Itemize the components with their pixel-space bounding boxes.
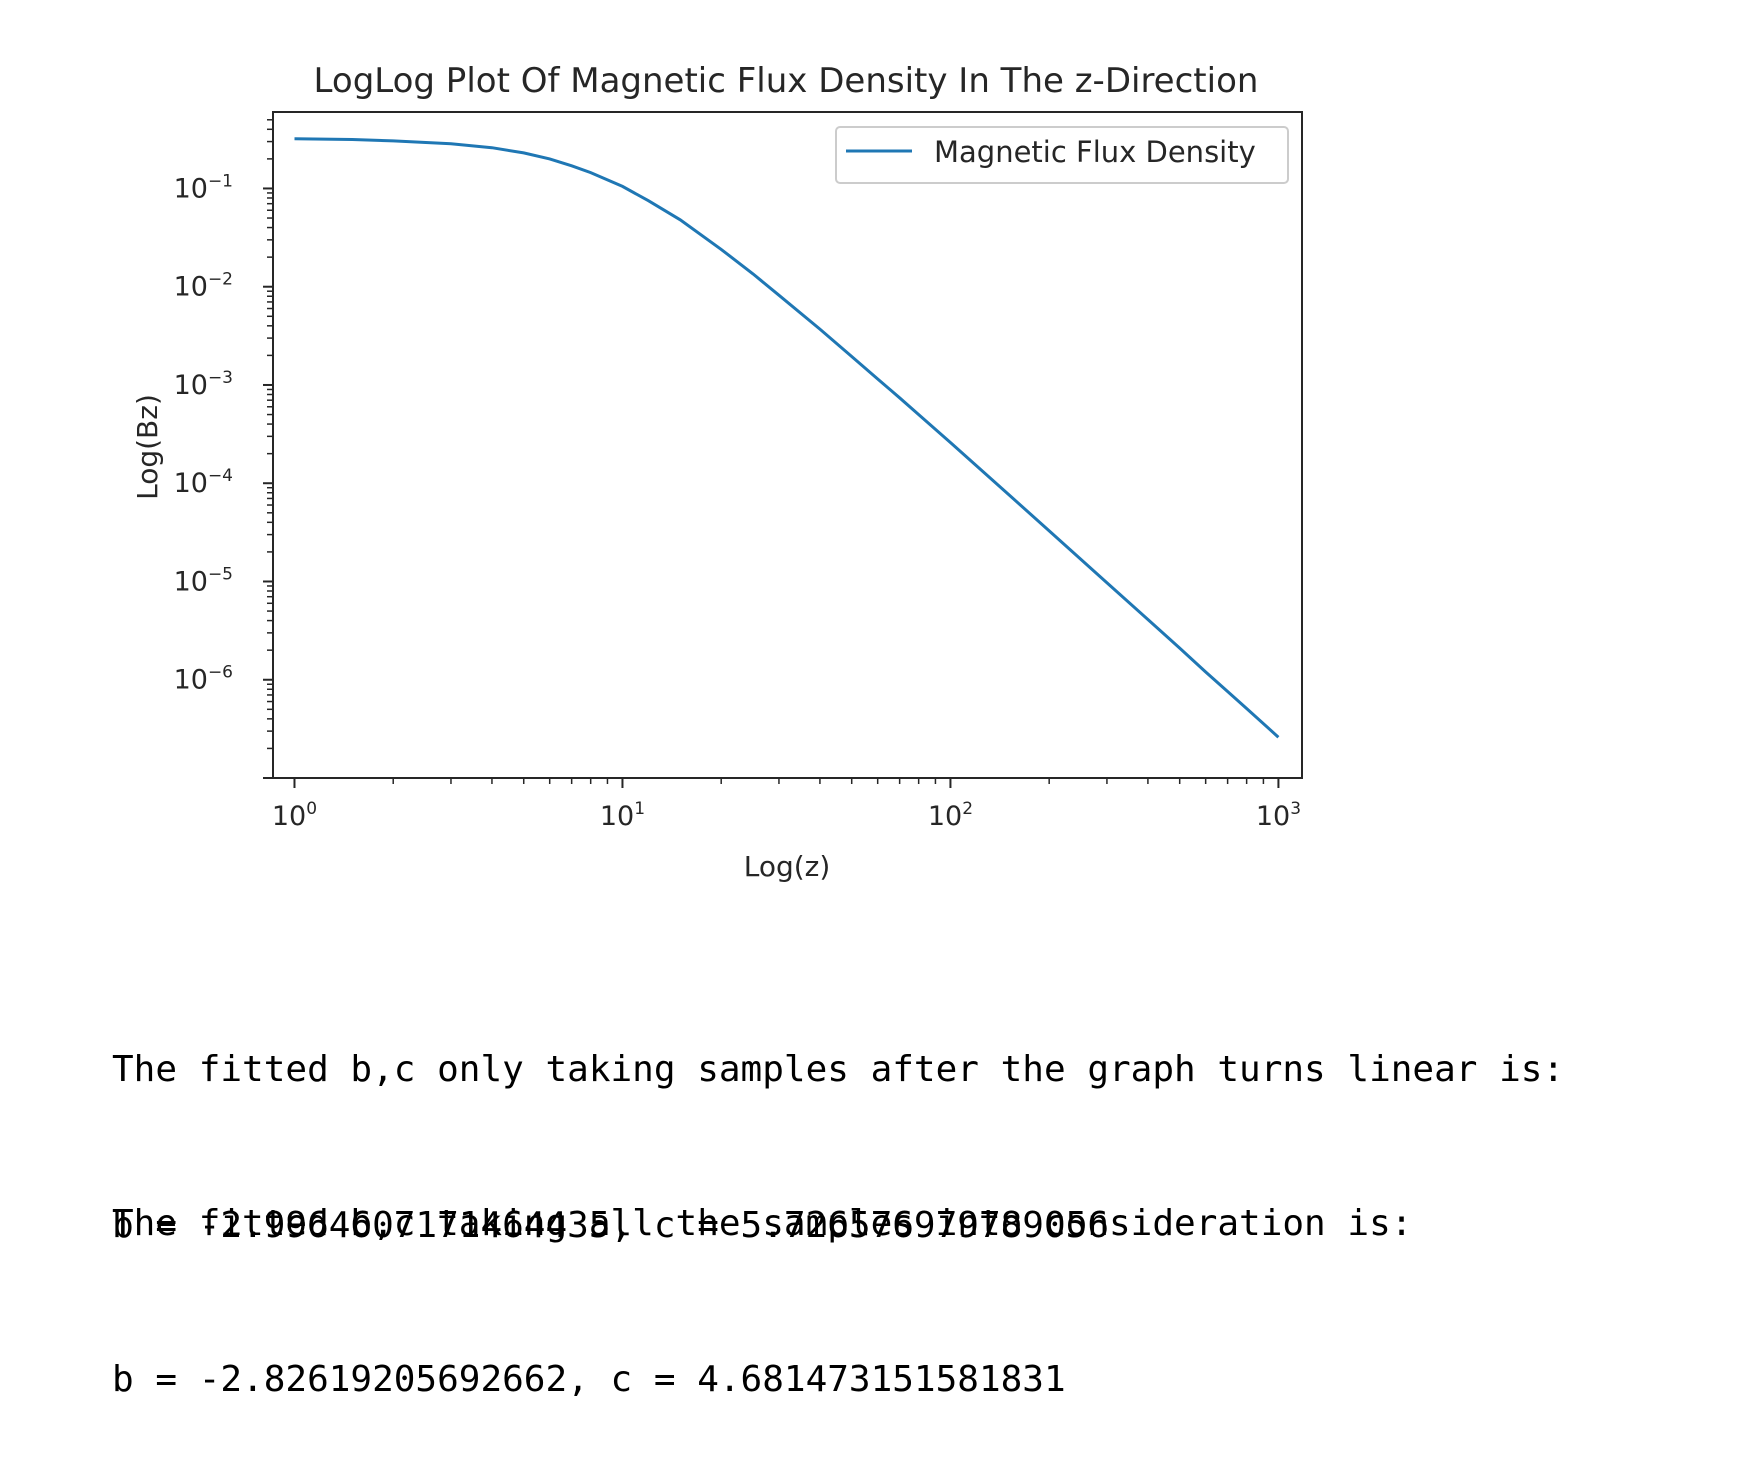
console-output-all-samples: The fitted b,c taking all the samples in… (112, 1094, 1412, 1458)
x-axis-label: Log(z) (744, 850, 831, 883)
loglog-chart: LogLog Plot Of Magnetic Flux Density In … (131, 61, 1303, 883)
chart-title: LogLog Plot Of Magnetic Flux Density In … (314, 61, 1259, 101)
y-tick-label: 10−4 (174, 466, 233, 499)
x-tick-label: 102 (928, 799, 973, 832)
x-tick-label: 103 (1256, 799, 1301, 832)
x-tick-label: 101 (600, 799, 645, 832)
plot-area-frame (272, 111, 1303, 779)
output-line-all-samples-values: b = -2.82619205692662, c = 4.68147315158… (112, 1359, 1066, 1400)
y-tick-label: 10−1 (174, 171, 233, 204)
x-axis-ticks: 100 101 102 103 (272, 778, 1301, 832)
legend-box (835, 126, 1289, 184)
y-tick-label: 10−6 (174, 663, 233, 696)
series-line-magnetic-flux-density (294, 137, 1280, 739)
output-line-linear-fit-heading: The fitted b,c only taking samples after… (112, 1049, 1565, 1090)
x-tick-label: 100 (272, 799, 317, 832)
y-tick-label: 10−5 (174, 564, 233, 597)
output-line-all-samples-heading: The fitted b,c taking all the samples in… (112, 1203, 1413, 1244)
legend: Magnetic Flux Density (835, 126, 1289, 184)
y-tick-label: 10−3 (174, 368, 233, 401)
y-tick-label: 10−2 (174, 270, 233, 303)
y-axis-label: Log(Bz) (131, 394, 164, 500)
legend-entry-magnetic-flux-density: Magnetic Flux Density (934, 135, 1256, 169)
y-axis-ticks: 10−1 10−2 10−3 10−4 10−5 10−6 (174, 119, 273, 779)
